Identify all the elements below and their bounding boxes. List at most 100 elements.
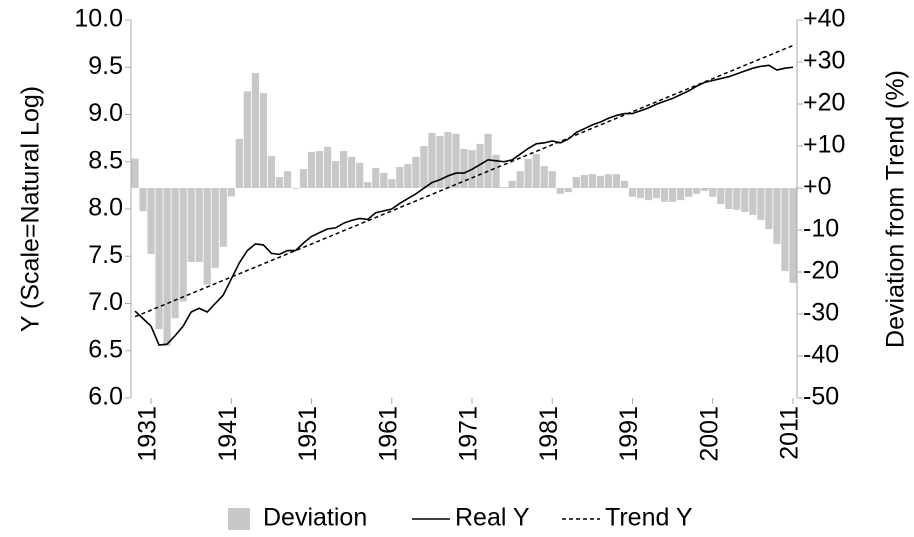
bar: [131, 158, 139, 188]
bar: [356, 162, 364, 188]
bar: [500, 187, 508, 188]
bar: [259, 93, 268, 188]
bar: [412, 156, 420, 188]
bar: [556, 188, 564, 194]
legend-swatch: [228, 508, 250, 530]
bar: [749, 188, 757, 215]
bar: [548, 171, 556, 188]
bar: [444, 132, 452, 188]
y-tick-label: 8.0: [88, 194, 123, 222]
bar: [139, 188, 147, 212]
bar: [163, 188, 171, 346]
x-tick-label: 1951: [294, 406, 322, 462]
y2-tick-label: -30: [803, 299, 839, 327]
y2-tick-label: -10: [803, 215, 839, 243]
bar: [652, 188, 661, 199]
bar: [773, 188, 781, 244]
bar: [323, 146, 332, 188]
bar: [283, 171, 292, 188]
bar: [725, 188, 733, 209]
bar: [636, 188, 645, 199]
y2-tick-label: -20: [803, 257, 839, 285]
bar: [612, 174, 621, 188]
bar: [291, 188, 300, 189]
bar: [428, 132, 436, 188]
bar: [669, 188, 677, 202]
bar: [524, 159, 532, 188]
bar: [267, 156, 276, 188]
bar: [596, 175, 605, 188]
bar: [251, 72, 259, 188]
bar: [701, 188, 709, 191]
bar: [765, 188, 773, 230]
bar: [685, 188, 693, 197]
y2-tick-label: +40: [803, 5, 845, 33]
bar: [733, 188, 741, 210]
bar: [243, 91, 251, 188]
y2-axis-title: Deviation from Trend (%): [882, 70, 910, 348]
legend-label: Trend Y: [605, 504, 693, 532]
bar: [404, 164, 412, 188]
y2-tick-label: +20: [803, 89, 845, 117]
y-tick-label: 9.0: [88, 99, 123, 127]
bar: [572, 177, 580, 188]
bar: [203, 188, 211, 285]
bar: [179, 188, 187, 302]
bar: [644, 188, 653, 201]
bar: [155, 188, 163, 330]
bar: [757, 188, 765, 220]
bar: [540, 166, 548, 188]
x-tick-label: 1991: [615, 406, 643, 462]
x-tick-label: 1931: [134, 406, 162, 462]
x-tick-label: 1981: [535, 406, 563, 462]
y-tick-label: 7.5: [88, 241, 123, 269]
bar: [275, 177, 284, 188]
y-tick-label: 9.5: [88, 52, 123, 80]
bar: [660, 188, 669, 202]
bar: [717, 188, 725, 204]
x-tick-label: 2011: [776, 406, 804, 460]
bar: [315, 151, 324, 188]
bar: [364, 182, 372, 188]
bar: [420, 146, 428, 188]
bar: [235, 138, 243, 188]
bar: [620, 180, 629, 188]
y2-tick-label: -40: [803, 341, 839, 369]
legend-label: Real Y: [455, 504, 530, 532]
y-tick-label: 8.5: [88, 146, 123, 174]
bar: [693, 188, 701, 194]
bar: [211, 188, 219, 268]
bar: [372, 167, 380, 188]
bar: [460, 148, 468, 188]
bar: [332, 161, 340, 188]
bar: [219, 188, 227, 247]
bar: [741, 188, 749, 212]
bar: [604, 174, 613, 188]
x-tick-label: 1941: [214, 406, 242, 462]
bar: [307, 151, 316, 188]
y-tick-label: 10.0: [74, 5, 123, 33]
x-tick-label: 1961: [374, 406, 402, 462]
bar: [187, 188, 195, 262]
bar: [532, 153, 540, 188]
bar: [789, 188, 797, 283]
bar: [348, 156, 356, 188]
y2-tick-label: -50: [803, 383, 839, 411]
bar: [508, 180, 516, 188]
bar: [380, 172, 388, 188]
legend-label: Deviation: [263, 504, 367, 532]
bar: [492, 154, 500, 188]
bar: [388, 179, 396, 188]
bar: [452, 133, 460, 188]
y-tick-label: 7.0: [88, 288, 123, 316]
bar: [227, 188, 235, 197]
bar: [628, 188, 637, 197]
bar: [588, 174, 596, 188]
line: [134, 64, 794, 346]
y-tick-label: 6.5: [88, 335, 123, 363]
y2-tick-label: +10: [803, 131, 845, 159]
bar: [476, 143, 484, 188]
bar: [484, 133, 492, 188]
bar: [516, 171, 524, 188]
